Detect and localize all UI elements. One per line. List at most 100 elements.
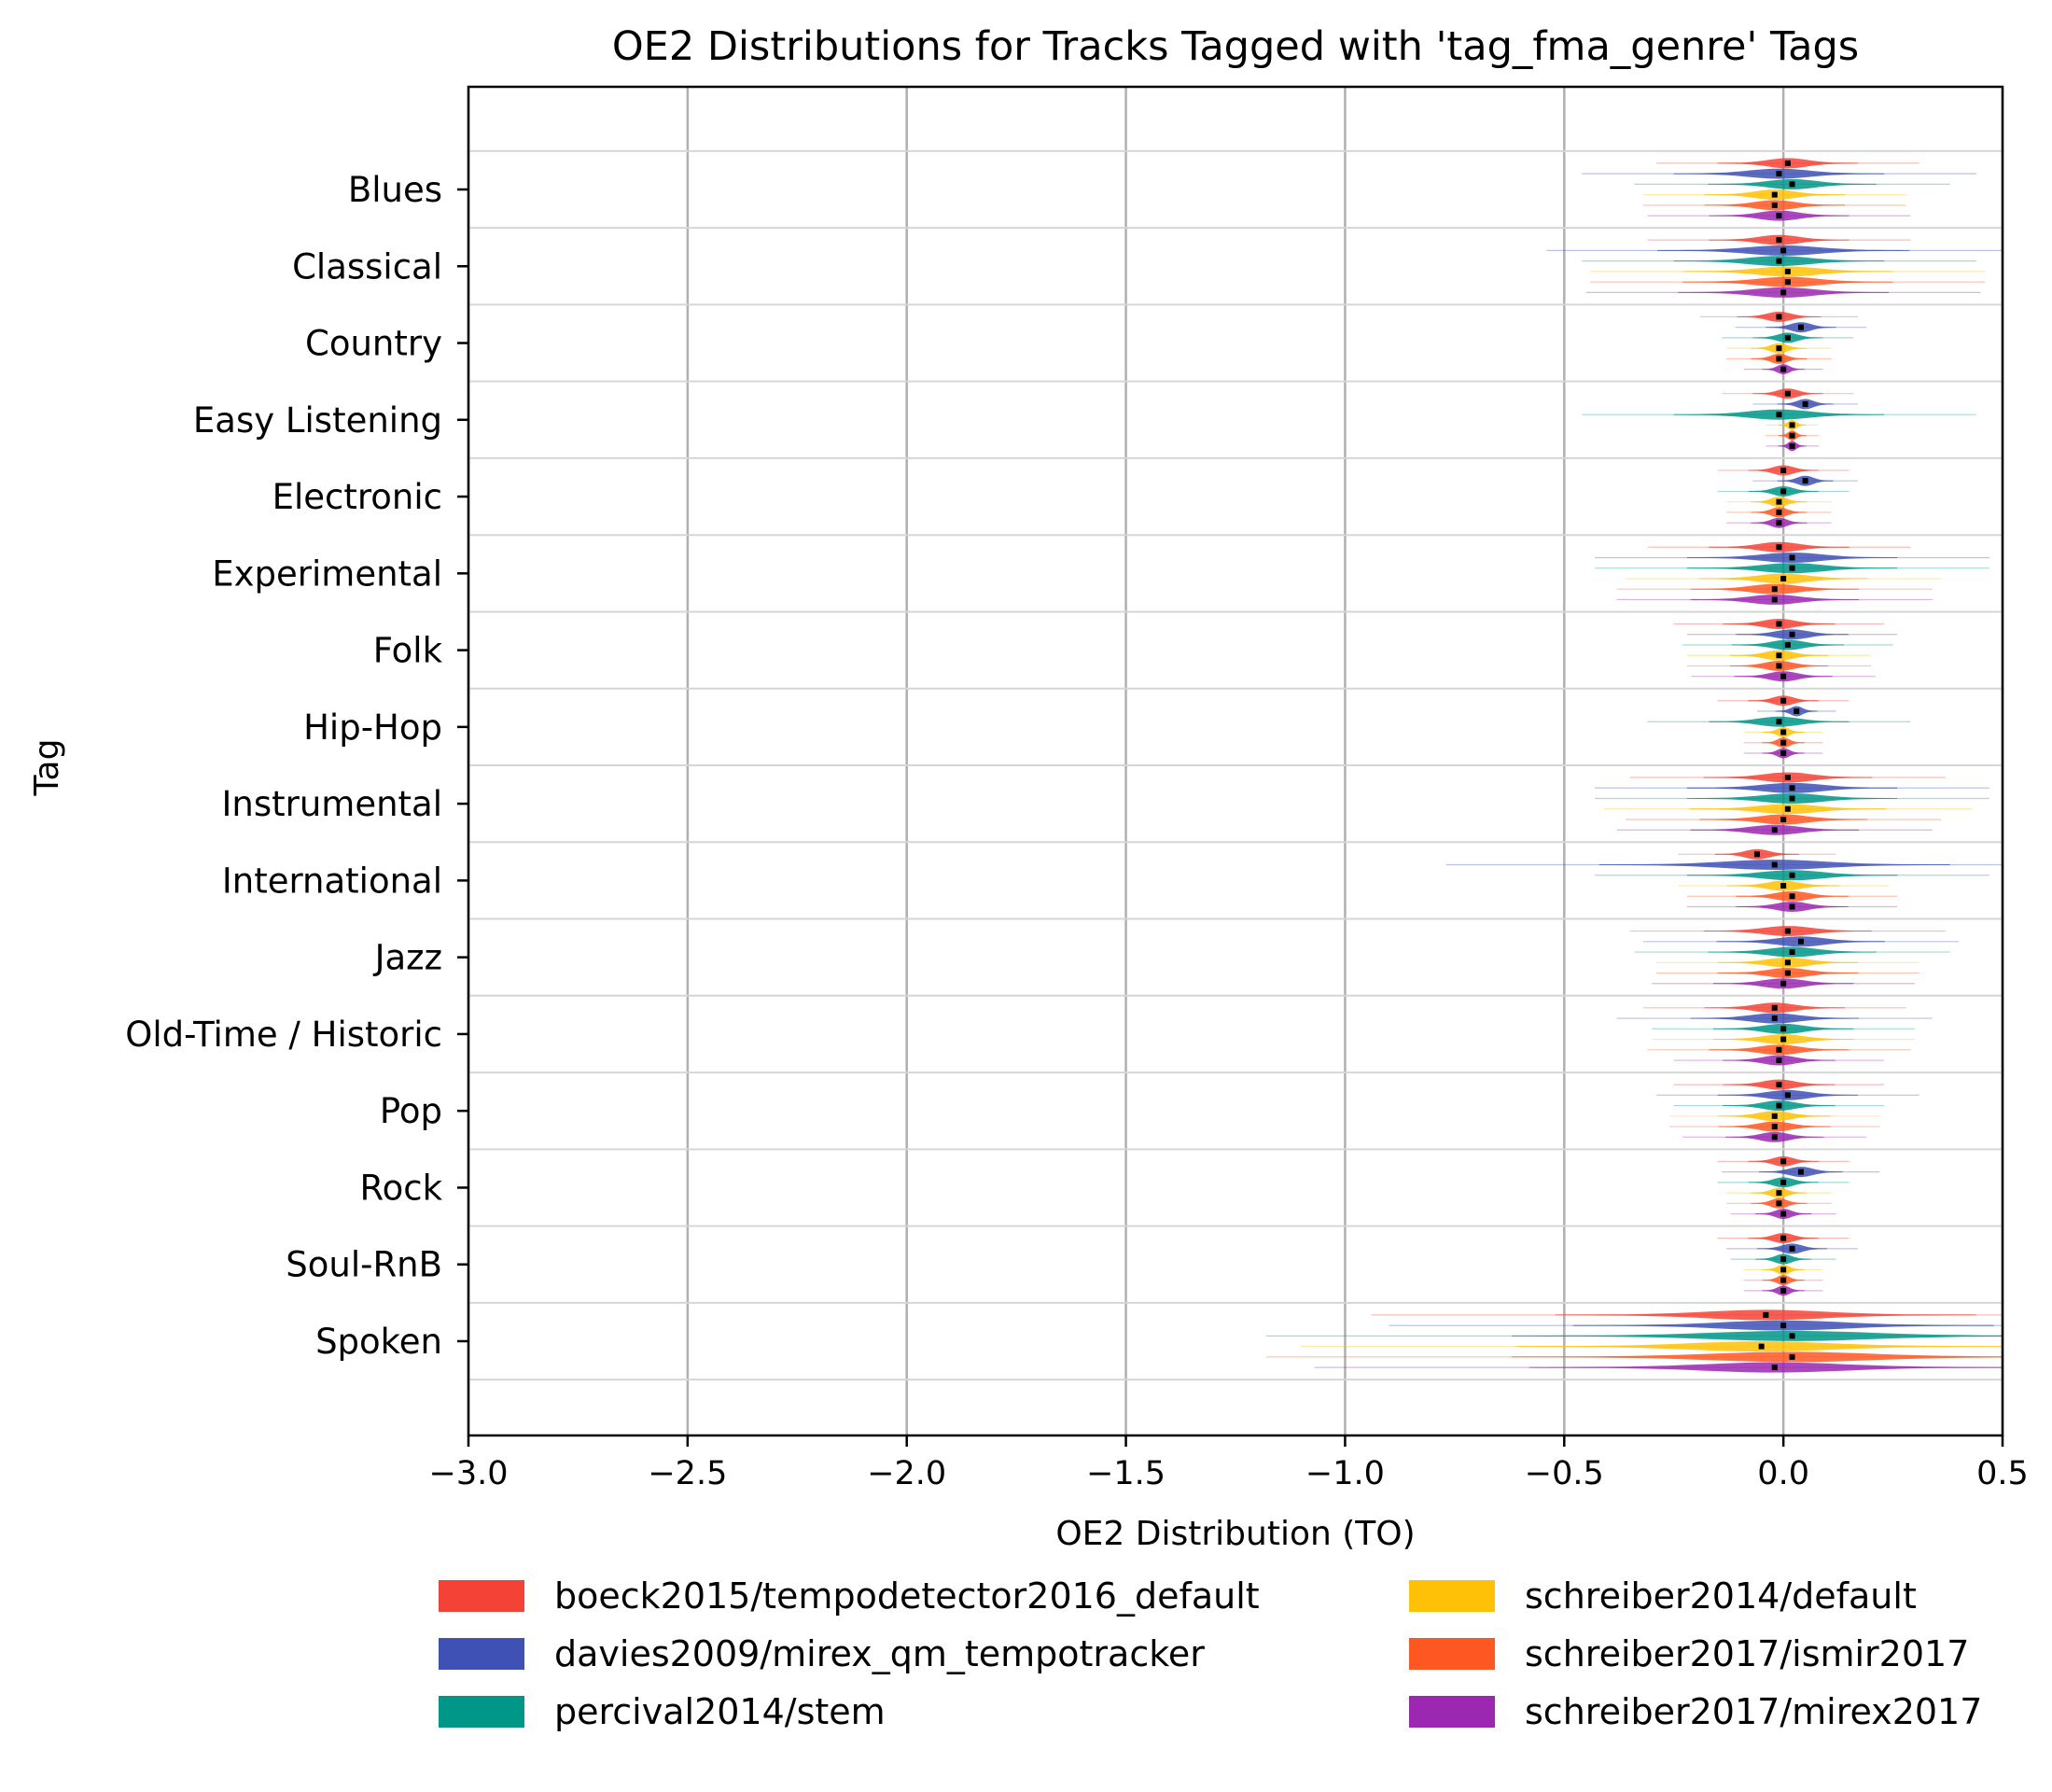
median-marker <box>1776 652 1782 659</box>
legend-item: schreiber2017/ismir2017 <box>1409 1633 1970 1674</box>
median-marker <box>1771 1134 1778 1141</box>
median-marker <box>1789 565 1795 571</box>
chart-title: OE2 Distributions for Tracks Tagged with… <box>612 23 1859 70</box>
x-tick-label: −0.5 <box>1525 1455 1604 1492</box>
median-marker <box>1780 1211 1787 1217</box>
median-marker <box>1784 390 1791 397</box>
median-marker <box>1789 872 1795 878</box>
x-tick-label: −1.0 <box>1305 1455 1385 1492</box>
median-marker <box>1776 1102 1782 1109</box>
axis-layer: −3.0 −2.5 −2.0 −1.5 −1.0 −0.5 0.0 0.5 Blues Class… <box>125 85 2029 1492</box>
median-marker <box>1802 478 1808 484</box>
median-marker <box>1784 805 1791 812</box>
median-marker <box>1771 1015 1778 1022</box>
violin-shape <box>1511 1330 2003 1341</box>
median-marker <box>1780 247 1787 254</box>
legend-swatch <box>439 1580 524 1612</box>
median-marker <box>1780 1179 1787 1185</box>
median-marker <box>1780 1267 1787 1273</box>
median-marker <box>1780 1256 1787 1263</box>
median-marker <box>1776 258 1782 264</box>
median-marker <box>1789 785 1795 791</box>
legend-swatch <box>439 1696 524 1728</box>
x-tick-label: 0.5 <box>1976 1455 2029 1492</box>
x-tick-label: −1.5 <box>1086 1455 1166 1492</box>
median-marker <box>1771 1124 1778 1130</box>
median-marker <box>1780 1158 1787 1165</box>
y-tick-label: Rock <box>360 1168 443 1208</box>
median-marker <box>1776 1190 1782 1197</box>
violin-shape <box>1511 1351 2003 1363</box>
median-marker <box>1789 432 1795 439</box>
x-tick-label: 0.0 <box>1757 1455 1809 1492</box>
y-tick-label: Folk <box>373 631 443 671</box>
median-marker <box>1789 442 1795 449</box>
y-tick-label: Classical <box>292 246 442 287</box>
median-marker <box>1797 324 1804 330</box>
y-axis-label: Tag <box>28 739 66 797</box>
median-marker <box>1802 400 1808 407</box>
median-marker <box>1776 171 1782 177</box>
legend-label: schreiber2017/ismir2017 <box>1525 1633 1970 1674</box>
median-marker <box>1776 520 1782 526</box>
y-tick-label: Country <box>305 324 442 364</box>
median-marker <box>1780 980 1787 987</box>
median-marker <box>1784 160 1791 166</box>
median-marker <box>1784 970 1791 976</box>
median-marker <box>1776 498 1782 505</box>
median-marker <box>1780 749 1787 756</box>
x-tick-label: −2.0 <box>867 1455 946 1492</box>
median-marker <box>1789 1245 1795 1252</box>
x-tick-label: −2.5 <box>648 1455 727 1492</box>
legend-item: percival2014/stem <box>439 1691 886 1732</box>
median-marker <box>1780 729 1787 735</box>
median-marker <box>1780 816 1787 822</box>
median-marker <box>1780 1026 1787 1032</box>
median-marker <box>1771 1113 1778 1119</box>
median-marker <box>1780 673 1787 679</box>
median-marker <box>1789 554 1795 561</box>
median-marker <box>1763 1311 1769 1318</box>
median-marker <box>1780 289 1787 296</box>
legend-item: boeck2015/tempodetector2016_default <box>439 1575 1260 1617</box>
median-marker <box>1776 1200 1782 1207</box>
median-marker <box>1784 279 1791 286</box>
median-marker <box>1776 544 1782 551</box>
legend-label: boeck2015/tempodetector2016_default <box>554 1575 1260 1617</box>
y-tick-label: Easy Listening <box>193 400 442 441</box>
median-marker <box>1797 938 1804 945</box>
median-marker <box>1797 1169 1804 1175</box>
violin-layer <box>1265 158 2003 1373</box>
median-marker <box>1784 959 1791 966</box>
median-marker <box>1780 1235 1787 1241</box>
median-marker <box>1753 851 1760 858</box>
legend-swatch <box>1409 1696 1495 1728</box>
median-marker <box>1780 366 1787 372</box>
median-marker <box>1771 861 1778 868</box>
median-marker <box>1776 213 1782 219</box>
median-marker <box>1776 314 1782 320</box>
y-tick-label: Soul-RnB <box>286 1245 442 1285</box>
violin-shape <box>1529 1362 2003 1373</box>
legend-label: davies2009/mirex_qm_tempotracker <box>554 1633 1205 1674</box>
median-marker <box>1771 586 1778 593</box>
median-marker <box>1780 883 1787 889</box>
median-marker <box>1776 1082 1782 1088</box>
median-marker <box>1771 191 1778 198</box>
median-marker <box>1776 356 1782 362</box>
median-marker <box>1784 928 1791 934</box>
median-marker <box>1780 1277 1787 1283</box>
legend-swatch <box>1409 1580 1495 1612</box>
x-tick-label: −3.0 <box>429 1455 509 1492</box>
x-axis-label: OE2 Distribution (TO) <box>1055 1515 1415 1553</box>
median-marker <box>1780 575 1787 581</box>
y-tick-label: Experimental <box>212 553 442 594</box>
y-tick-label: Old-Time / Historic <box>125 1015 442 1055</box>
legend-label: percival2014/stem <box>554 1691 886 1732</box>
y-tick-label: Hip-Hop <box>303 707 442 748</box>
median-marker <box>1789 422 1795 428</box>
median-marker <box>1784 1092 1791 1099</box>
median-marker <box>1771 1365 1778 1371</box>
median-marker <box>1780 739 1787 746</box>
